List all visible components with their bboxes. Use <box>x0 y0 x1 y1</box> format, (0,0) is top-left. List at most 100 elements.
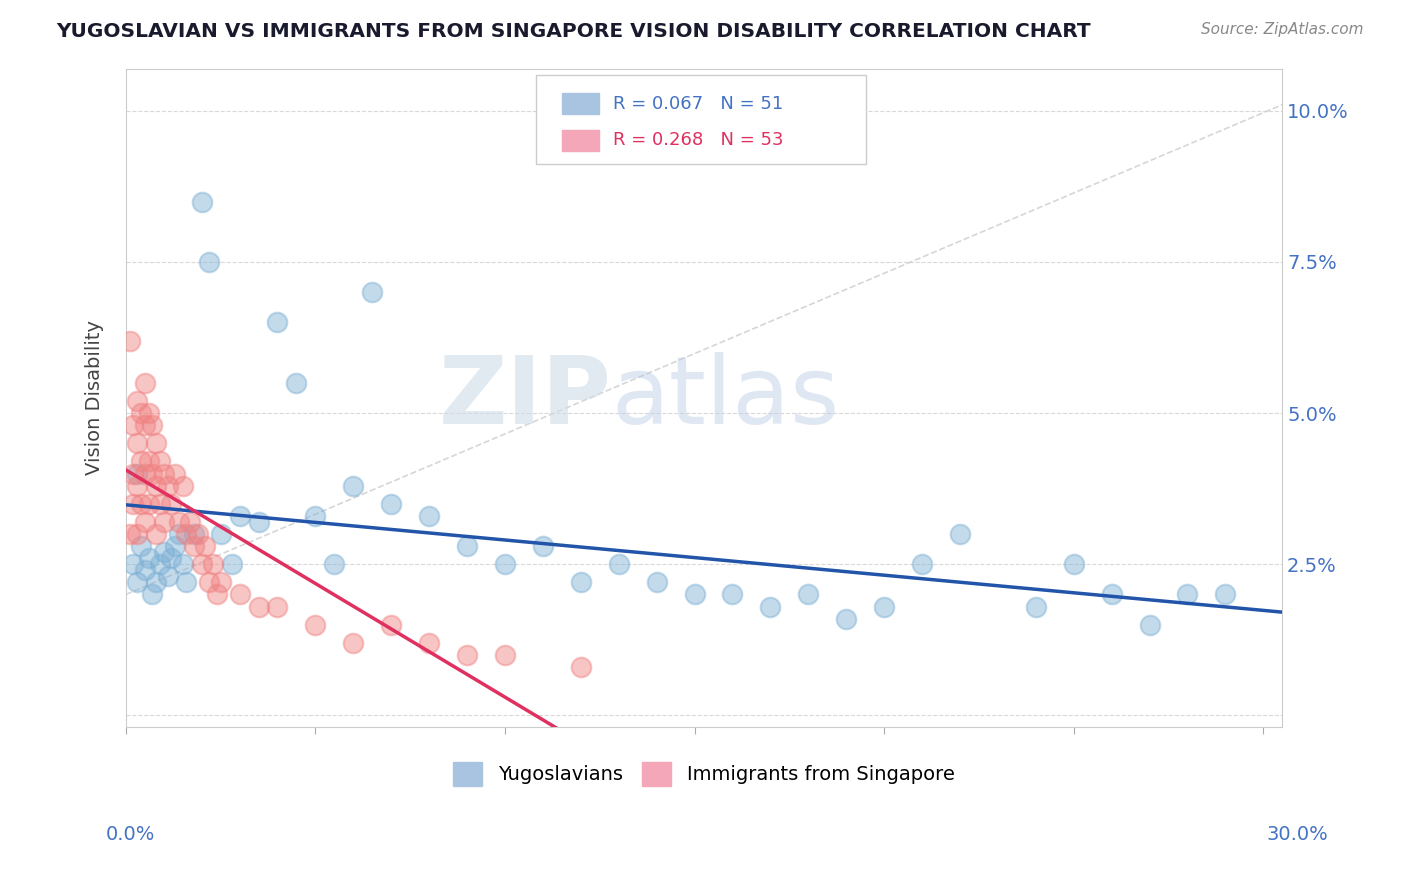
Y-axis label: Vision Disability: Vision Disability <box>86 320 104 475</box>
FancyBboxPatch shape <box>536 75 866 164</box>
Point <box>118 334 141 348</box>
Point <box>835 612 858 626</box>
Legend: Yugoslavians, Immigrants from Singapore: Yugoslavians, Immigrants from Singapore <box>446 755 963 794</box>
Point <box>456 648 478 662</box>
Point <box>160 497 183 511</box>
Text: R = 0.268   N = 53: R = 0.268 N = 53 <box>613 131 783 149</box>
Point <box>134 467 156 481</box>
Point <box>149 558 172 572</box>
Point <box>456 539 478 553</box>
Point <box>228 587 250 601</box>
Point <box>156 569 179 583</box>
Point <box>342 636 364 650</box>
Point <box>152 545 174 559</box>
Point <box>797 587 820 601</box>
Point <box>127 467 149 481</box>
Point <box>165 539 187 553</box>
Point <box>418 508 440 523</box>
Point <box>247 599 270 614</box>
FancyBboxPatch shape <box>562 130 599 151</box>
Point <box>323 558 346 572</box>
Point <box>949 527 972 541</box>
Point <box>198 575 221 590</box>
Point <box>607 558 630 572</box>
Text: Source: ZipAtlas.com: Source: ZipAtlas.com <box>1201 22 1364 37</box>
Point <box>187 527 209 541</box>
Point <box>361 285 384 300</box>
Point <box>122 467 145 481</box>
Point <box>138 497 160 511</box>
Point <box>145 575 167 590</box>
Point <box>1215 587 1237 601</box>
Point <box>911 558 934 572</box>
Point <box>194 539 217 553</box>
Point <box>304 508 326 523</box>
Point <box>152 515 174 529</box>
Point <box>122 497 145 511</box>
Point <box>304 617 326 632</box>
Point <box>141 467 163 481</box>
Point <box>122 558 145 572</box>
Point <box>342 478 364 492</box>
Point <box>198 255 221 269</box>
Point <box>129 497 152 511</box>
Text: R = 0.067   N = 51: R = 0.067 N = 51 <box>613 95 783 112</box>
Point <box>1177 587 1199 601</box>
Point <box>145 436 167 450</box>
Point <box>165 467 187 481</box>
Point <box>134 515 156 529</box>
Point <box>127 478 149 492</box>
Point <box>134 563 156 577</box>
Point <box>141 418 163 433</box>
Point <box>127 575 149 590</box>
Point <box>149 497 172 511</box>
Text: atlas: atlas <box>612 352 839 444</box>
Point <box>172 558 194 572</box>
Point <box>149 454 172 468</box>
Point <box>129 454 152 468</box>
Point <box>285 376 308 390</box>
Point <box>152 467 174 481</box>
Point <box>127 394 149 409</box>
Point <box>1139 617 1161 632</box>
Point <box>380 617 402 632</box>
Point <box>531 539 554 553</box>
Point <box>129 539 152 553</box>
Point <box>247 515 270 529</box>
FancyBboxPatch shape <box>562 94 599 114</box>
Point <box>1025 599 1047 614</box>
Point <box>205 587 228 601</box>
Point <box>190 194 212 209</box>
Point <box>266 599 288 614</box>
Point <box>167 527 190 541</box>
Point <box>209 527 232 541</box>
Point <box>209 575 232 590</box>
Point <box>176 527 198 541</box>
Point <box>138 406 160 420</box>
Point <box>129 406 152 420</box>
Point <box>145 527 167 541</box>
Point <box>1101 587 1123 601</box>
Point <box>202 558 225 572</box>
Point <box>873 599 896 614</box>
Point <box>122 418 145 433</box>
Point <box>183 527 205 541</box>
Text: YUGOSLAVIAN VS IMMIGRANTS FROM SINGAPORE VISION DISABILITY CORRELATION CHART: YUGOSLAVIAN VS IMMIGRANTS FROM SINGAPORE… <box>56 22 1091 41</box>
Point <box>183 539 205 553</box>
Point <box>494 648 516 662</box>
Text: 30.0%: 30.0% <box>1267 825 1329 844</box>
Point <box>494 558 516 572</box>
Point <box>569 575 592 590</box>
Point <box>759 599 782 614</box>
Point <box>127 527 149 541</box>
Point <box>569 660 592 674</box>
Point <box>228 508 250 523</box>
Point <box>221 558 243 572</box>
Text: 0.0%: 0.0% <box>105 825 155 844</box>
Point <box>172 478 194 492</box>
Point <box>167 515 190 529</box>
Point <box>380 497 402 511</box>
Point <box>721 587 744 601</box>
Point <box>176 575 198 590</box>
Point <box>190 558 212 572</box>
